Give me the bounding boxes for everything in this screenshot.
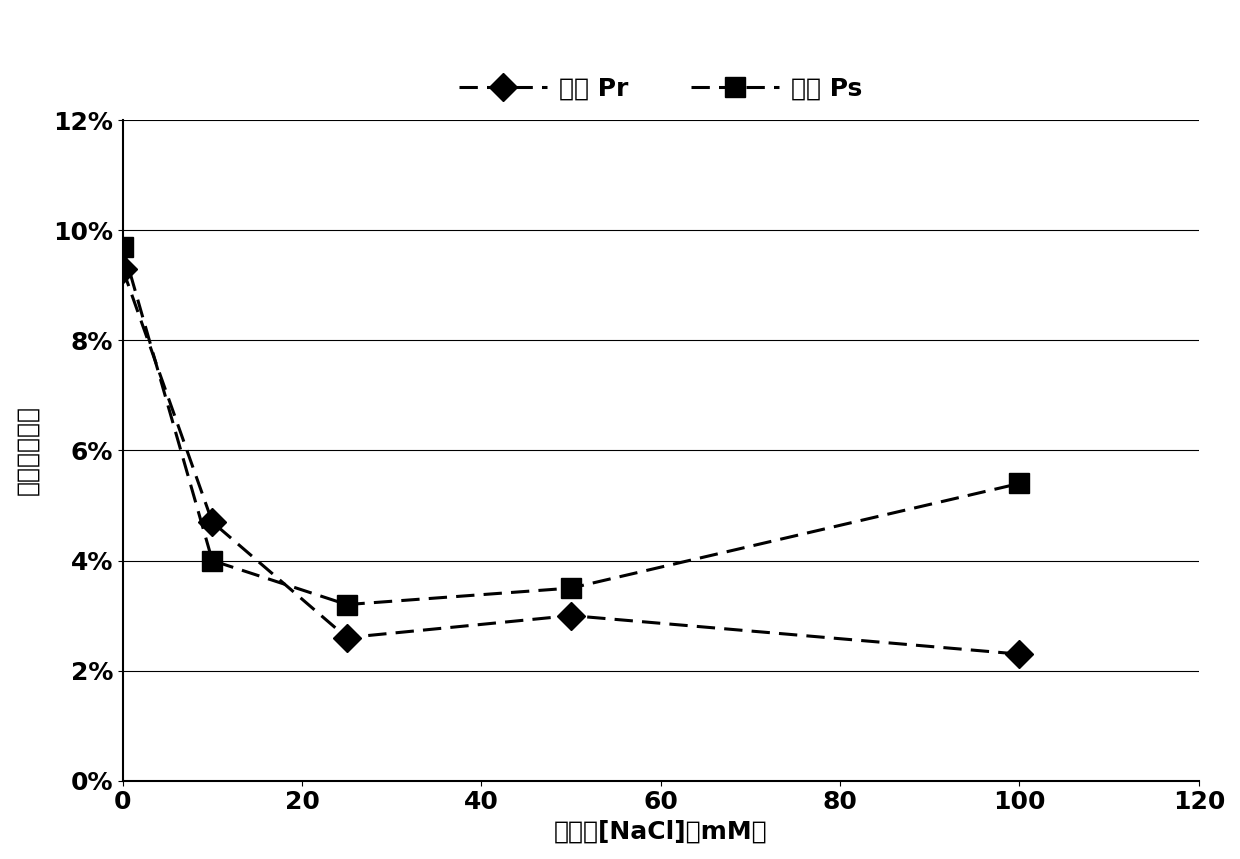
游离 Pr <box>564 611 579 621</box>
Legend: 游离 Pr, 游离 Ps: 游离 Pr, 游离 Ps <box>449 67 872 111</box>
游离 Pr <box>340 632 355 643</box>
游离 Ps <box>340 600 355 610</box>
游离 Ps <box>564 583 579 594</box>
游离 Pr <box>205 517 219 527</box>
X-axis label: 反应中[NaCl]（mM）: 反应中[NaCl]（mM） <box>554 820 768 844</box>
游离 Ps <box>115 241 130 252</box>
游离 Ps <box>1012 478 1027 489</box>
游离 Pr <box>115 264 130 274</box>
Y-axis label: 游离质量分数: 游离质量分数 <box>15 405 38 496</box>
游离 Ps <box>205 556 219 566</box>
Line: 游离 Ps: 游离 Ps <box>113 237 1029 614</box>
游离 Pr <box>1012 649 1027 659</box>
Line: 游离 Pr: 游离 Pr <box>113 259 1029 664</box>
